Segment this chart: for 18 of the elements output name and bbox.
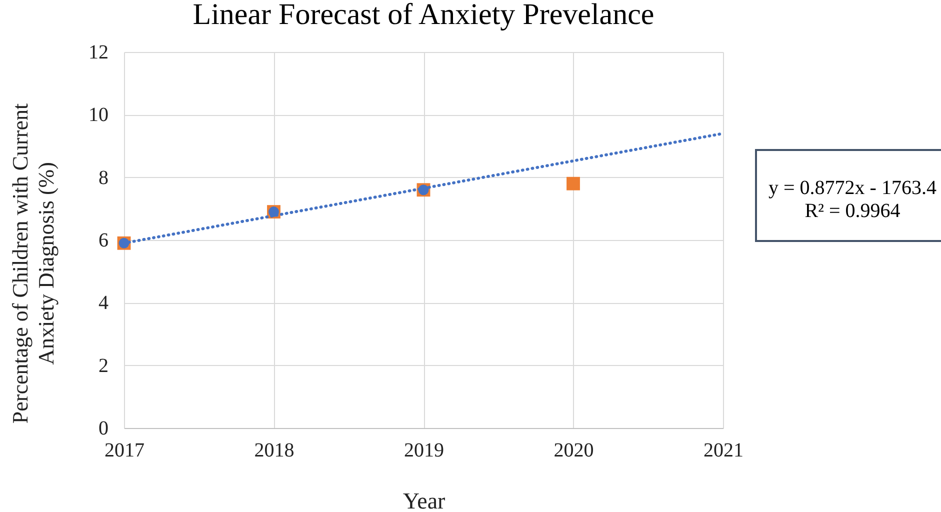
y-tick-label: 0 <box>98 418 108 440</box>
x-tick-label: 2018 <box>254 440 294 462</box>
y-tick-label: 2 <box>98 354 108 377</box>
x-tick-label: 2020 <box>554 440 594 462</box>
x-tick-label: 2017 <box>104 440 144 462</box>
chart-title: Linear Forecast of Anxiety Prevelance <box>192 0 654 31</box>
y-tick-label: 4 <box>98 292 108 314</box>
y-axis-title: Percentage of Children with Current Anxiety Diagnosis (%) <box>8 103 58 424</box>
y-tick-label: 6 <box>98 230 108 252</box>
text: R² = 0.9964 <box>804 200 900 223</box>
text: y = 0.8772x - 1763.4 <box>768 177 936 200</box>
y-tick-label: 10 <box>88 104 108 126</box>
x-tick-label: 2019 <box>404 440 444 462</box>
y-tick-label: 8 <box>98 166 108 189</box>
point <box>566 176 580 190</box>
x-axis-title: Year <box>402 488 446 512</box>
x-tick-label: 2021 <box>704 440 744 462</box>
y-tick-label: 12 <box>88 42 108 64</box>
